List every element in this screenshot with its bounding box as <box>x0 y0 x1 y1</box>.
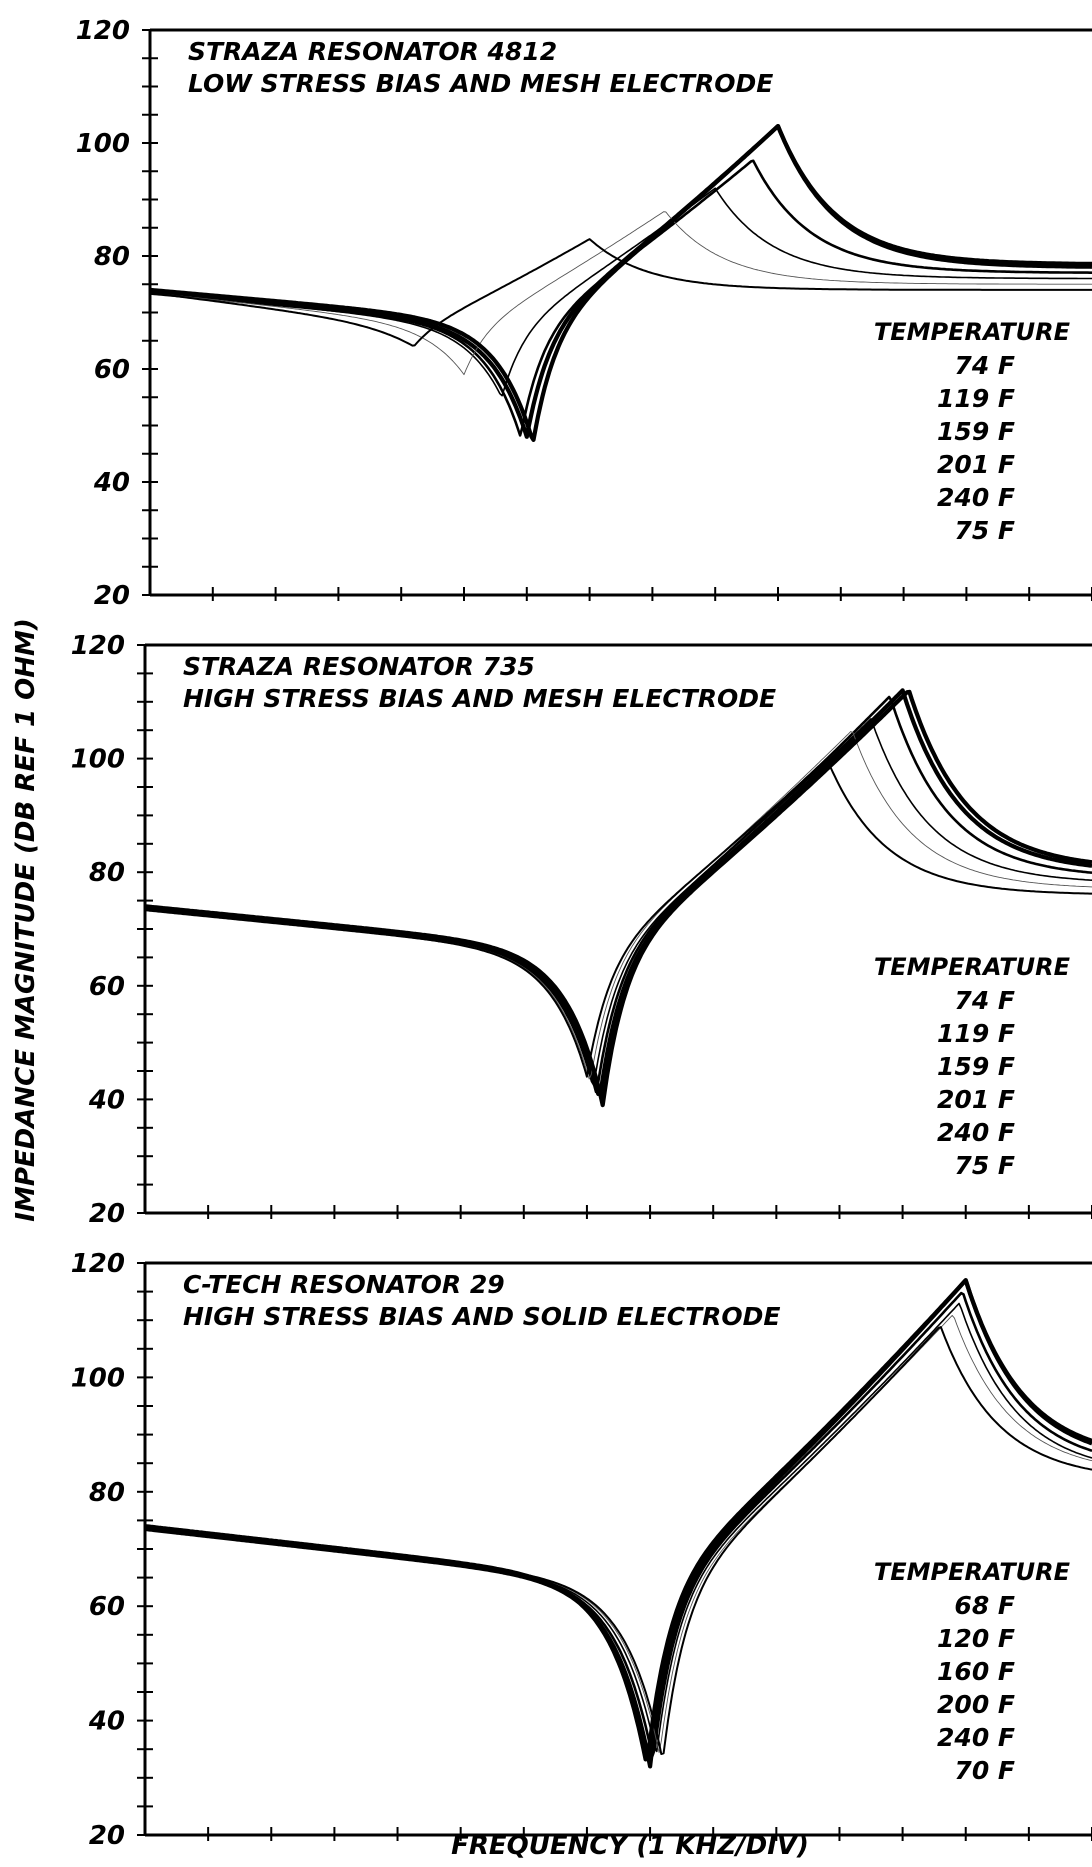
legend-entry: 160 F <box>937 1657 1015 1686</box>
series-line <box>144 1326 1092 1755</box>
series-line <box>144 689 1092 1108</box>
series-line <box>149 124 1092 442</box>
y-tick-label: 40 <box>88 1085 125 1115</box>
chart-panel: 20 40 60 80 100 120 STRAZA RESONATOR 735 HIGH S… <box>71 631 1092 1229</box>
legend-entry: 70 F <box>954 1756 1015 1785</box>
y-tick-label: 100 <box>71 745 125 775</box>
chart-title-line-1: STRAZA RESONATOR 735 <box>183 652 535 681</box>
y-tick-label: 100 <box>76 129 130 159</box>
y-tick-label: 120 <box>76 16 130 46</box>
series-line <box>144 758 1092 1078</box>
x-axis-title: FREQUENCY (1 KHZ/DIV) <box>451 1831 809 1861</box>
y-tick-label: 60 <box>94 355 130 385</box>
legend-entry: 75 F <box>954 1151 1015 1180</box>
y-tick-label: 80 <box>94 242 130 272</box>
y-axis-title: IMPEDANCE MAGNITUDE (DB REF 1 OHM) <box>11 618 41 1221</box>
series-line <box>149 187 1092 397</box>
legend-entry: 120 F <box>937 1624 1015 1653</box>
y-tick-label: 80 <box>89 858 125 888</box>
legend-entry: 201 F <box>937 450 1015 479</box>
y-tick-label: 20 <box>94 581 130 611</box>
series-line <box>149 238 1092 347</box>
series-line <box>144 1291 1092 1758</box>
chart-panels: 20 40 60 80 100 120 STRAZA RESONATOR 4812 LOW S… <box>71 16 1092 1851</box>
chart-title-line-2: HIGH STRESS BIAS AND MESH ELECTRODE <box>183 684 776 713</box>
legend-entry: 201 F <box>937 1085 1015 1114</box>
chart-panel: 20 40 60 80 100 120 C-TECH RESONATOR 29 HIGH ST… <box>71 1249 1092 1851</box>
legend-title: TEMPERATURE <box>874 1558 1071 1586</box>
legend-entry: 74 F <box>954 986 1015 1015</box>
legend-entry: 159 F <box>937 417 1015 446</box>
legend-entry: 68 F <box>954 1591 1015 1620</box>
y-tick-label: 60 <box>89 972 125 1002</box>
chart-panel: 20 40 60 80 100 120 STRAZA RESONATOR 4812 LOW S… <box>76 16 1092 611</box>
y-tick-label: 40 <box>93 468 130 498</box>
legend-entry: 240 F <box>937 1118 1015 1147</box>
legend-entry: 119 F <box>937 1019 1015 1048</box>
legend-entry: 119 F <box>937 384 1015 413</box>
y-tick-label: 60 <box>89 1592 125 1622</box>
legend-entry: 74 F <box>954 351 1015 380</box>
legend-entry: 240 F <box>937 483 1015 512</box>
y-tick-label: 20 <box>89 1821 125 1851</box>
y-tick-label: 40 <box>88 1707 125 1737</box>
chart-title-line-1: STRAZA RESONATOR 4812 <box>188 37 557 66</box>
chart-title-line-2: HIGH STRESS BIAS AND SOLID ELECTRODE <box>183 1302 781 1331</box>
legend-entry: 75 F <box>954 516 1015 545</box>
y-tick-label: 100 <box>71 1363 125 1393</box>
legend-entry: 240 F <box>937 1723 1015 1752</box>
series-line <box>144 1314 1092 1754</box>
series-line <box>144 1278 1092 1762</box>
legend-title: TEMPERATURE <box>874 953 1071 981</box>
y-tick-label: 20 <box>89 1199 125 1229</box>
y-tick-label: 80 <box>89 1478 125 1508</box>
chart-title-line-1: C-TECH RESONATOR 29 <box>183 1270 505 1299</box>
series-line <box>149 211 1092 376</box>
legend-entry: 159 F <box>937 1052 1015 1081</box>
y-tick-label: 120 <box>71 1249 125 1279</box>
legend-entry: 200 F <box>937 1690 1015 1719</box>
y-tick-label: 120 <box>71 631 125 661</box>
chart-title-line-2: LOW STRESS BIAS AND MESH ELECTRODE <box>188 69 773 98</box>
legend-title: TEMPERATURE <box>874 318 1071 346</box>
